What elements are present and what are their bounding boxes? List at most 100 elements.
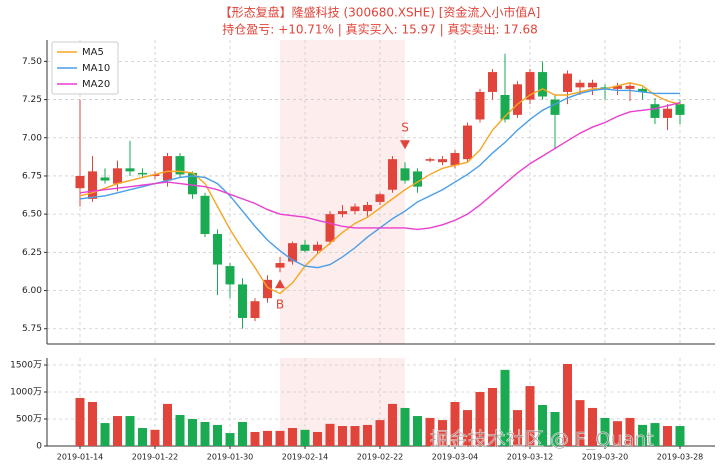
x-tick-label: 2019-01-14 bbox=[57, 453, 104, 462]
volume-bar bbox=[200, 421, 210, 446]
y-tick-label: 6.50 bbox=[22, 210, 42, 220]
volume-bar bbox=[663, 426, 672, 446]
candle-body bbox=[625, 85, 635, 89]
candle-body bbox=[300, 244, 310, 251]
candle-body bbox=[613, 85, 622, 89]
candle-body bbox=[675, 104, 685, 115]
volume-bar bbox=[425, 417, 435, 446]
volume-bar bbox=[100, 423, 110, 446]
legend-label: MA10 bbox=[82, 63, 110, 74]
candle-body bbox=[413, 171, 422, 187]
signal-marker bbox=[275, 279, 285, 289]
candle-body bbox=[75, 175, 85, 189]
volume-bar bbox=[163, 403, 172, 446]
candle-body bbox=[100, 177, 110, 181]
candle-body bbox=[650, 104, 660, 118]
candle-body bbox=[350, 206, 360, 212]
volume-bar bbox=[550, 411, 560, 446]
signal-label: S bbox=[401, 121, 409, 135]
ma-line bbox=[79, 101, 681, 231]
volume-bar bbox=[488, 387, 497, 446]
volume-bar bbox=[638, 424, 647, 446]
candle-body bbox=[438, 159, 447, 163]
volume-bar bbox=[625, 417, 635, 446]
volume-bar bbox=[363, 424, 372, 446]
x-tick-label: 2019-03-20 bbox=[582, 453, 629, 462]
volume-bar bbox=[263, 430, 272, 446]
y-tick-label: 7.50 bbox=[22, 57, 42, 67]
x-tick-label: 2019-03-12 bbox=[507, 453, 554, 462]
volume-bar bbox=[175, 414, 185, 446]
volume-bar bbox=[588, 407, 597, 446]
candle-body bbox=[313, 244, 322, 251]
volume-bar bbox=[75, 397, 85, 446]
candle-body bbox=[563, 73, 572, 92]
candle-body bbox=[188, 172, 197, 195]
volume-bar bbox=[350, 426, 360, 446]
candle-body bbox=[450, 153, 460, 166]
candle-body bbox=[388, 159, 397, 190]
volume-bar bbox=[325, 423, 335, 446]
candle-body bbox=[513, 84, 522, 115]
volume-bar bbox=[525, 386, 535, 446]
volume-bar bbox=[313, 431, 322, 446]
signal-marker bbox=[400, 140, 410, 150]
volume-bar bbox=[463, 410, 472, 446]
candle-body bbox=[375, 194, 385, 202]
x-tick-label: 2019-01-30 bbox=[207, 453, 254, 462]
y-tick-label: 1500万 bbox=[10, 361, 42, 371]
candle-body bbox=[600, 87, 610, 89]
candle-body bbox=[125, 168, 135, 172]
candle-body bbox=[525, 72, 535, 100]
candle-body bbox=[550, 99, 560, 115]
volume-bar bbox=[238, 421, 247, 446]
candle-body bbox=[400, 168, 410, 181]
volume-bar bbox=[475, 392, 485, 446]
candle-body bbox=[475, 91, 485, 120]
volume-bar bbox=[375, 420, 385, 446]
candle-body bbox=[163, 156, 172, 181]
x-tick-label: 2019-01-22 bbox=[132, 453, 179, 462]
candle-body bbox=[338, 211, 347, 215]
volume-bar bbox=[138, 428, 147, 446]
volume-bar bbox=[613, 421, 622, 446]
holding-span bbox=[280, 40, 405, 344]
volume-bar bbox=[88, 402, 97, 446]
chart-title: 【形态复盘】隆盛科技 (300680.XSHE) [资金流入小市值A] bbox=[220, 5, 541, 20]
candle-body bbox=[663, 108, 672, 118]
volume-bar bbox=[413, 416, 422, 446]
y-tick-label: 6.00 bbox=[22, 286, 42, 296]
candle-body bbox=[488, 72, 497, 92]
volume-bar bbox=[188, 419, 197, 446]
x-tick-label: 2019-03-04 bbox=[432, 453, 479, 462]
volume-bar bbox=[563, 363, 572, 446]
y-tick-label: 6.75 bbox=[22, 171, 42, 181]
volume-bar bbox=[113, 416, 122, 446]
candle-body bbox=[500, 94, 510, 120]
candle-body bbox=[638, 88, 647, 92]
candle-body bbox=[325, 214, 335, 242]
volume-bar bbox=[288, 428, 297, 446]
candle-body bbox=[275, 263, 285, 268]
legend-box bbox=[51, 41, 119, 95]
candle-body bbox=[588, 82, 597, 88]
candle-body bbox=[250, 301, 260, 319]
x-tick-label: 2019-02-22 bbox=[357, 453, 404, 462]
volume-bar bbox=[650, 423, 660, 446]
candle-body bbox=[213, 234, 222, 265]
candle-body bbox=[225, 266, 235, 285]
volume-bar bbox=[300, 429, 310, 446]
y-tick-label: 7.00 bbox=[22, 133, 42, 143]
y-tick-label: 0 bbox=[36, 442, 42, 452]
legend-label: MA20 bbox=[82, 79, 110, 90]
candle-body bbox=[363, 204, 372, 212]
candle-body bbox=[200, 195, 210, 235]
candle-body bbox=[175, 156, 185, 175]
candle-body bbox=[575, 82, 585, 88]
candle-body bbox=[150, 174, 160, 176]
volume-bar bbox=[538, 404, 547, 446]
volume-bar bbox=[513, 410, 522, 446]
volume-bar bbox=[213, 424, 222, 446]
volume-bar bbox=[600, 417, 610, 446]
